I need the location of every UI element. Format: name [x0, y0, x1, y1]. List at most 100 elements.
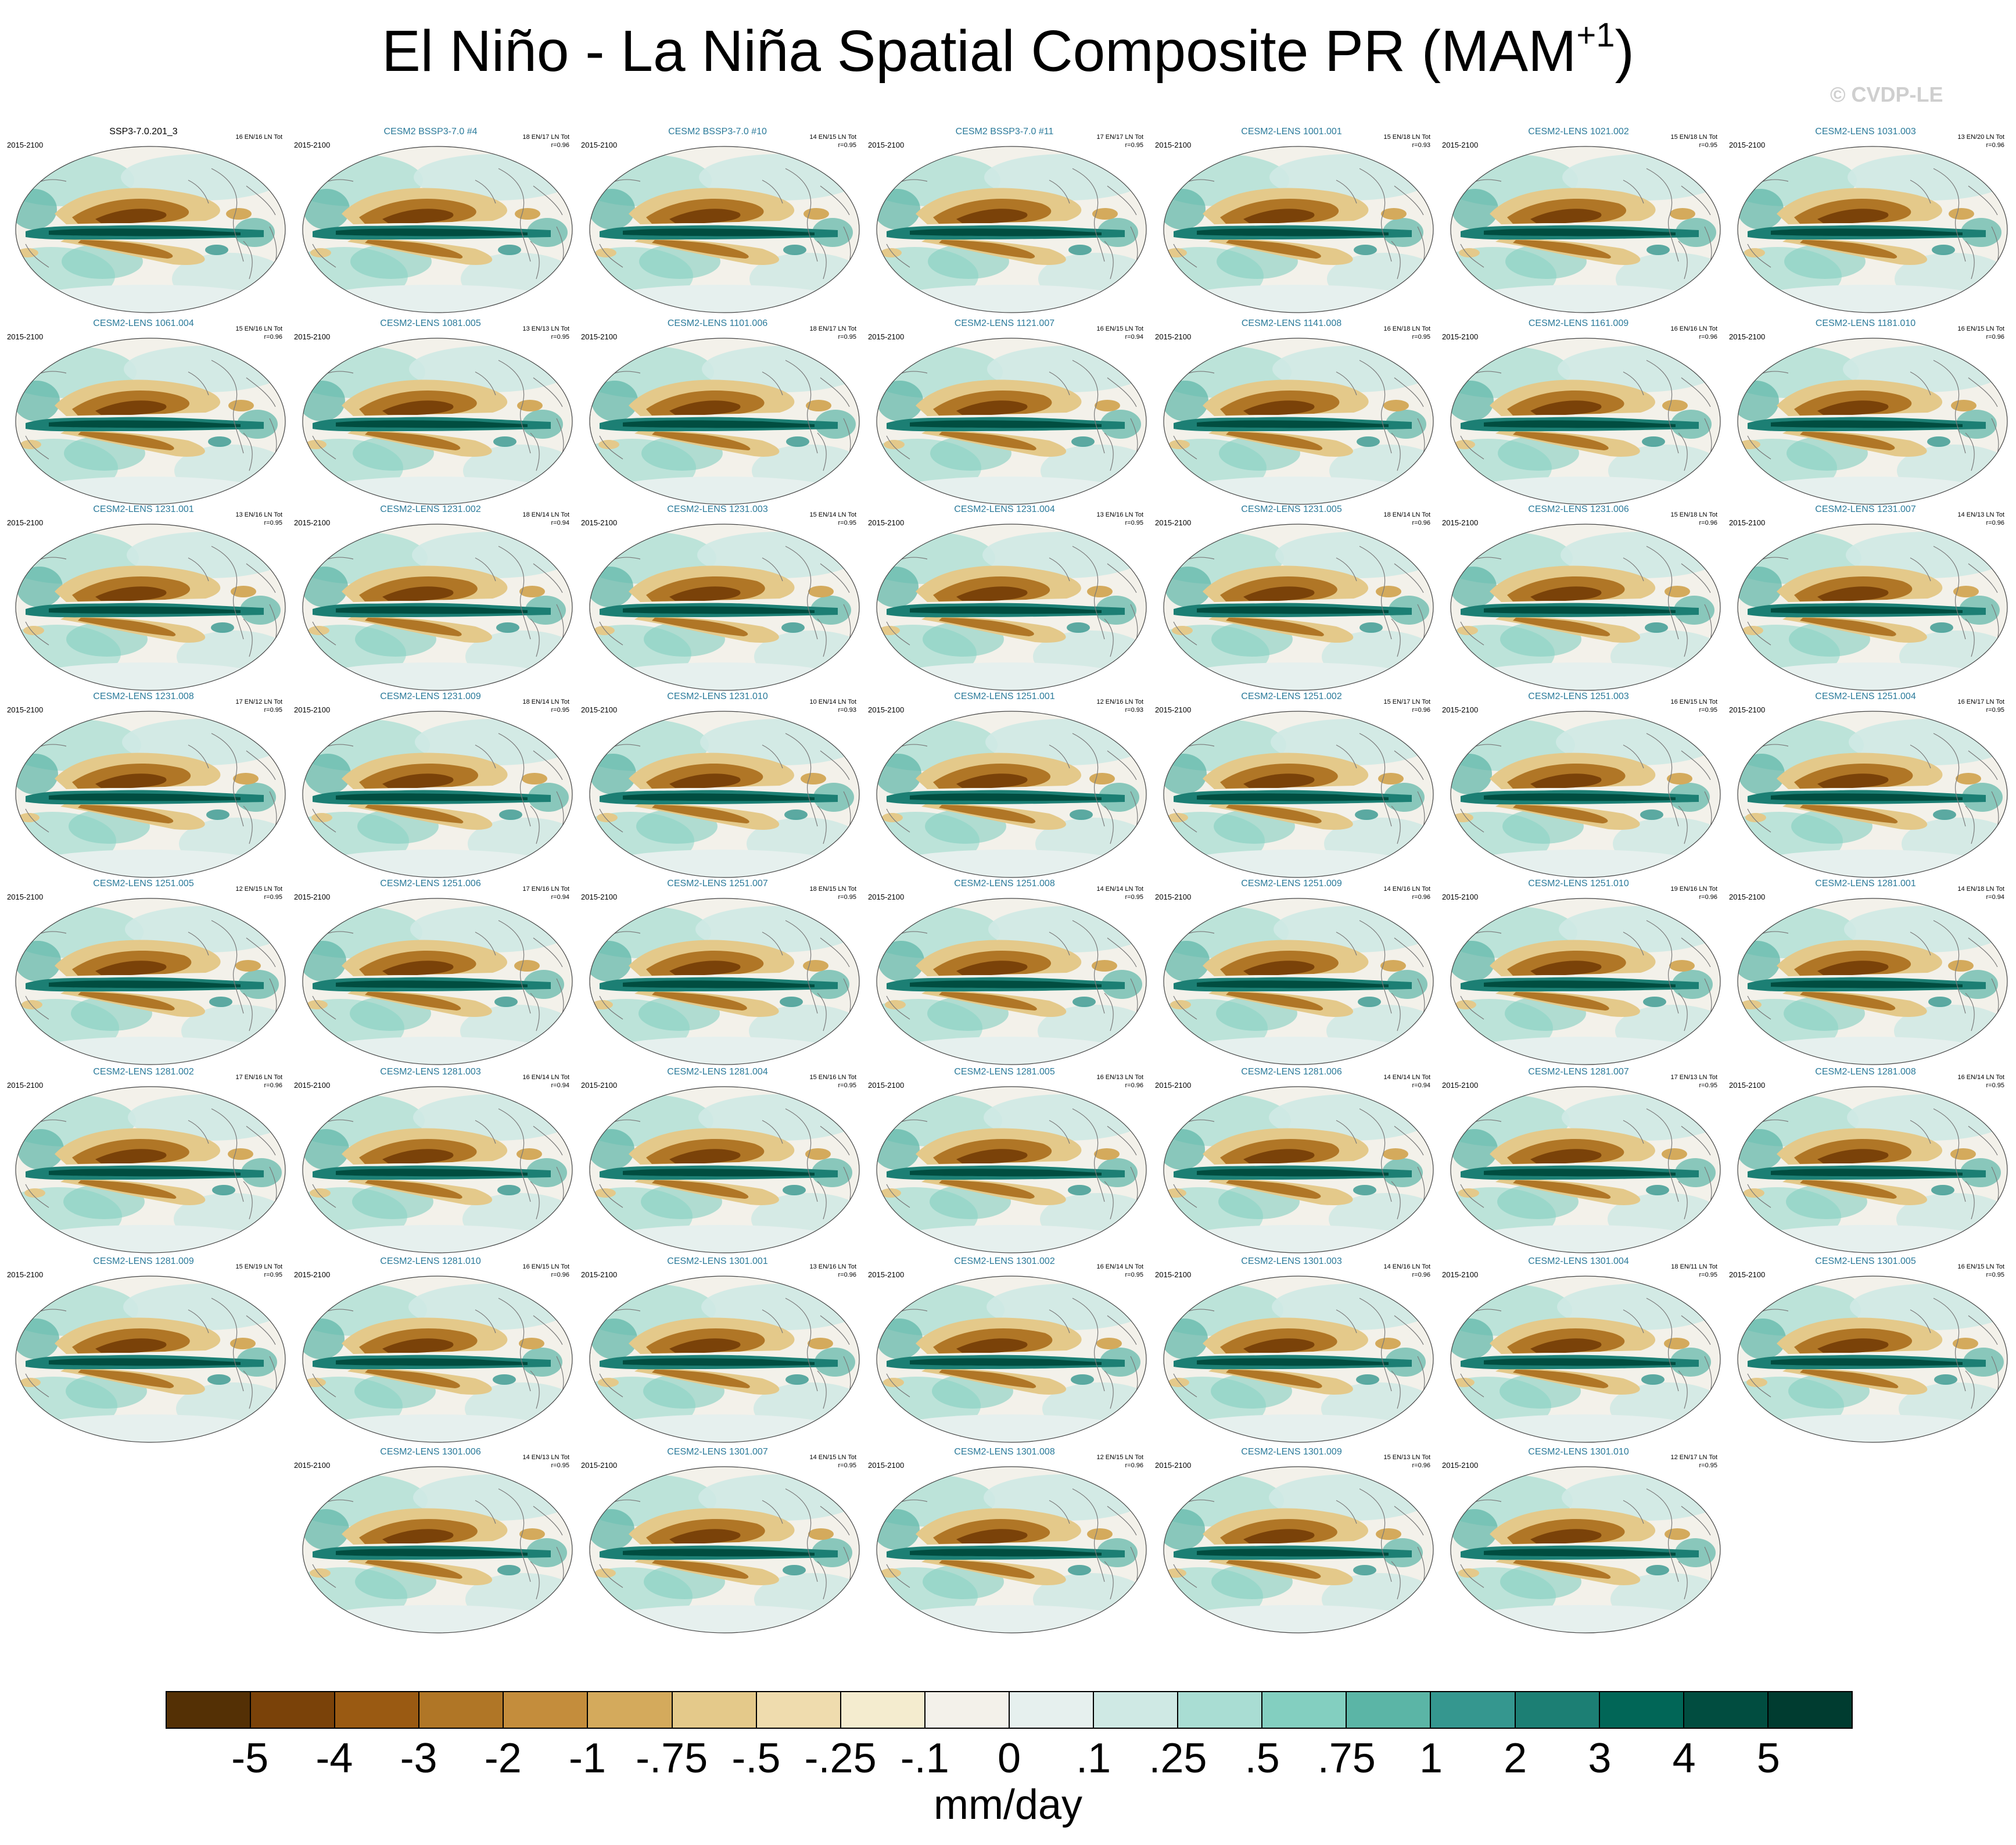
- panel-years: 2015-2100: [1442, 705, 1479, 714]
- colorbar-tick-label: -1: [568, 1735, 607, 1782]
- panel-pattern-correlation: r=0.96: [551, 142, 570, 149]
- panel-years: 2015-2100: [1442, 1270, 1479, 1279]
- panel-event-counts: 10 EN/14 LN Tot: [809, 698, 856, 705]
- panel-pattern-correlation: r=0.93: [1412, 142, 1431, 149]
- colorbar-swatch: [588, 1692, 673, 1728]
- figure-title-close: ): [1615, 19, 1634, 84]
- colorbar-tick-label: .75: [1317, 1735, 1376, 1782]
- panel-event-counts: 15 EN/17 LN Tot: [1383, 698, 1430, 705]
- map-panel: CESM2-LENS 1231.001 2015-2100 13 EN/16 LN …: [7, 504, 292, 692]
- panel-event-counts: 17 EN/16 LN Tot: [522, 886, 569, 893]
- panel-event-counts: 16 EN/13 LN Tot: [1096, 1074, 1143, 1081]
- panel-map: [1736, 897, 2009, 1066]
- panel-event-counts: 13 EN/16 LN Tot: [809, 1263, 856, 1270]
- map-panel: CESM2-LENS 1281.002 2015-2100 17 EN/16 LN …: [7, 1067, 292, 1254]
- panel-years: 2015-2100: [868, 1461, 905, 1470]
- panel-map: [301, 1085, 574, 1254]
- panel-years: 2015-2100: [1729, 332, 1766, 341]
- map-panel: CESM2-LENS 1251.005 2015-2100 12 EN/15 LN …: [7, 879, 292, 1066]
- panel-map: [875, 897, 1148, 1066]
- panel-map: [875, 1085, 1148, 1254]
- panel-pattern-correlation: r=0.95: [551, 334, 570, 341]
- panel-map: [1162, 337, 1435, 506]
- panel-pattern-correlation: r=0.94: [1986, 894, 2005, 901]
- map-panel: CESM2-LENS 1231.003 2015-2100 15 EN/14 LN …: [581, 504, 866, 692]
- colorbar-swatch: [1599, 1692, 1684, 1728]
- panel-event-counts: 14 EN/14 LN Tot: [1383, 1074, 1430, 1081]
- panel-event-counts: 13 EN/16 LN Tot: [235, 511, 282, 518]
- panel-years: 2015-2100: [581, 332, 618, 341]
- panel-title: CESM2-LENS 1101.006: [667, 318, 768, 328]
- panel-pattern-correlation: r=0.96: [1412, 1462, 1431, 1469]
- panel-pattern-correlation: r=0.96: [1986, 334, 2005, 341]
- colorbar-tick-label: .5: [1244, 1735, 1280, 1782]
- panel-title: CESM2-LENS 1161.009: [1528, 318, 1629, 328]
- panel-years: 2015-2100: [294, 1081, 331, 1090]
- panel-map: [1449, 145, 1722, 314]
- panel-title: CESM2-LENS 1301.005: [1815, 1256, 1916, 1266]
- panel-map: [14, 523, 287, 692]
- panel-years: 2015-2100: [7, 332, 44, 341]
- panel-map: [14, 145, 287, 314]
- panel-pattern-correlation: r=0.96: [1986, 520, 2005, 526]
- map-panel: CESM2-LENS 1141.008 2015-2100 16 EN/18 LN …: [1155, 318, 1440, 506]
- colorbar-tick-labels: -5 -4 -3 -2 -1 -.75 -.5 -.25 -.1 0 .1 .25 .5 .75 1 2 3 4 5: [0, 1735, 2016, 1787]
- panel-map: [1449, 897, 1722, 1066]
- panel-map: [875, 710, 1148, 879]
- panel-map: [301, 1275, 574, 1443]
- colorbar-swatch: [251, 1692, 336, 1728]
- colorbar-swatch: [167, 1692, 252, 1728]
- panel-event-counts: 13 EN/13 LN Tot: [522, 325, 569, 332]
- credit-watermark: © CVDP-LE: [1830, 83, 1943, 106]
- panel-title: CESM2-LENS 1231.003: [667, 504, 768, 514]
- panel-event-counts: 16 EN/14 LN Tot: [522, 1074, 569, 1081]
- colorbar-swatch: [1347, 1692, 1432, 1728]
- panel-map: [301, 337, 574, 506]
- panel-title: CESM2-LENS 1251.003: [1528, 692, 1629, 701]
- panel-pattern-correlation: r=0.95: [1699, 1462, 1718, 1469]
- panel-event-counts: 16 EN/14 LN Tot: [1096, 1263, 1143, 1270]
- panel-years: 2015-2100: [1155, 893, 1192, 901]
- map-panel: CESM2-LENS 1181.010 2015-2100 16 EN/15 LN …: [1729, 318, 2014, 506]
- panel-event-counts: 16 EN/16 LN Tot: [235, 134, 282, 141]
- panel-title: CESM2-LENS 1231.006: [1528, 504, 1629, 514]
- panel-event-counts: 18 EN/14 LN Tot: [1383, 511, 1430, 518]
- map-panel: CESM2-LENS 1301.005 2015-2100 16 EN/15 LN …: [1729, 1256, 2014, 1443]
- panel-years: 2015-2100: [868, 893, 905, 901]
- panel-title: CESM2-LENS 1031.003: [1815, 127, 1916, 137]
- panel-years: 2015-2100: [1442, 1461, 1479, 1470]
- colorbar-tick-label: -3: [400, 1735, 437, 1782]
- colorbar-tick-label: -.5: [731, 1735, 781, 1782]
- panel-pattern-correlation: r=0.95: [1986, 1082, 2005, 1089]
- colorbar-tick-label: 0: [997, 1735, 1021, 1782]
- panel-title: CESM2-LENS 1231.001: [93, 504, 194, 514]
- panel-pattern-correlation: r=0.95: [1986, 1271, 2005, 1278]
- map-panel: CESM2-LENS 1301.007 2015-2100 14 EN/15 LN …: [581, 1447, 866, 1634]
- panel-years: 2015-2100: [1729, 705, 1766, 714]
- panel-map: [1736, 145, 2009, 314]
- panel-years: 2015-2100: [868, 332, 905, 341]
- colorbar-swatch: [1431, 1692, 1516, 1728]
- panel-map: [14, 1085, 287, 1254]
- panel-years: 2015-2100: [1729, 893, 1766, 901]
- panel-years: 2015-2100: [581, 1461, 618, 1470]
- panel-title: CESM2-LENS 1281.006: [1241, 1067, 1342, 1077]
- panel-title: CESM2-LENS 1181.010: [1815, 318, 1916, 328]
- panel-title: CESM2-LENS 1121.007: [954, 318, 1055, 328]
- panel-years: 2015-2100: [1729, 1270, 1766, 1279]
- panel-pattern-correlation: r=0.94: [551, 894, 570, 901]
- colorbar-swatch: [504, 1692, 589, 1728]
- map-panel: CESM2-LENS 1301.001 2015-2100 13 EN/16 LN …: [581, 1256, 866, 1443]
- map-panel: CESM2 BSSP3-7.0 #11 2015-2100 17 EN/17 LN …: [868, 127, 1153, 314]
- panel-pattern-correlation: r=0.93: [1125, 707, 1144, 714]
- map-panel: CESM2-LENS 1001.001 2015-2100 15 EN/18 LN …: [1155, 127, 1440, 314]
- panel-map: [588, 523, 861, 692]
- panel-pattern-correlation: r=0.94: [1125, 334, 1144, 341]
- map-panel: CESM2-LENS 1301.003 2015-2100 14 EN/16 LN …: [1155, 1256, 1440, 1443]
- panel-event-counts: 16 EN/14 LN Tot: [1957, 1074, 2004, 1081]
- colorbar-swatch: [335, 1692, 420, 1728]
- panel-pattern-correlation: r=0.95: [1125, 520, 1144, 526]
- panel-event-counts: 14 EN/13 LN Tot: [1957, 511, 2004, 518]
- panel-years: 2015-2100: [1155, 1461, 1192, 1470]
- panel-map: [1162, 1466, 1435, 1634]
